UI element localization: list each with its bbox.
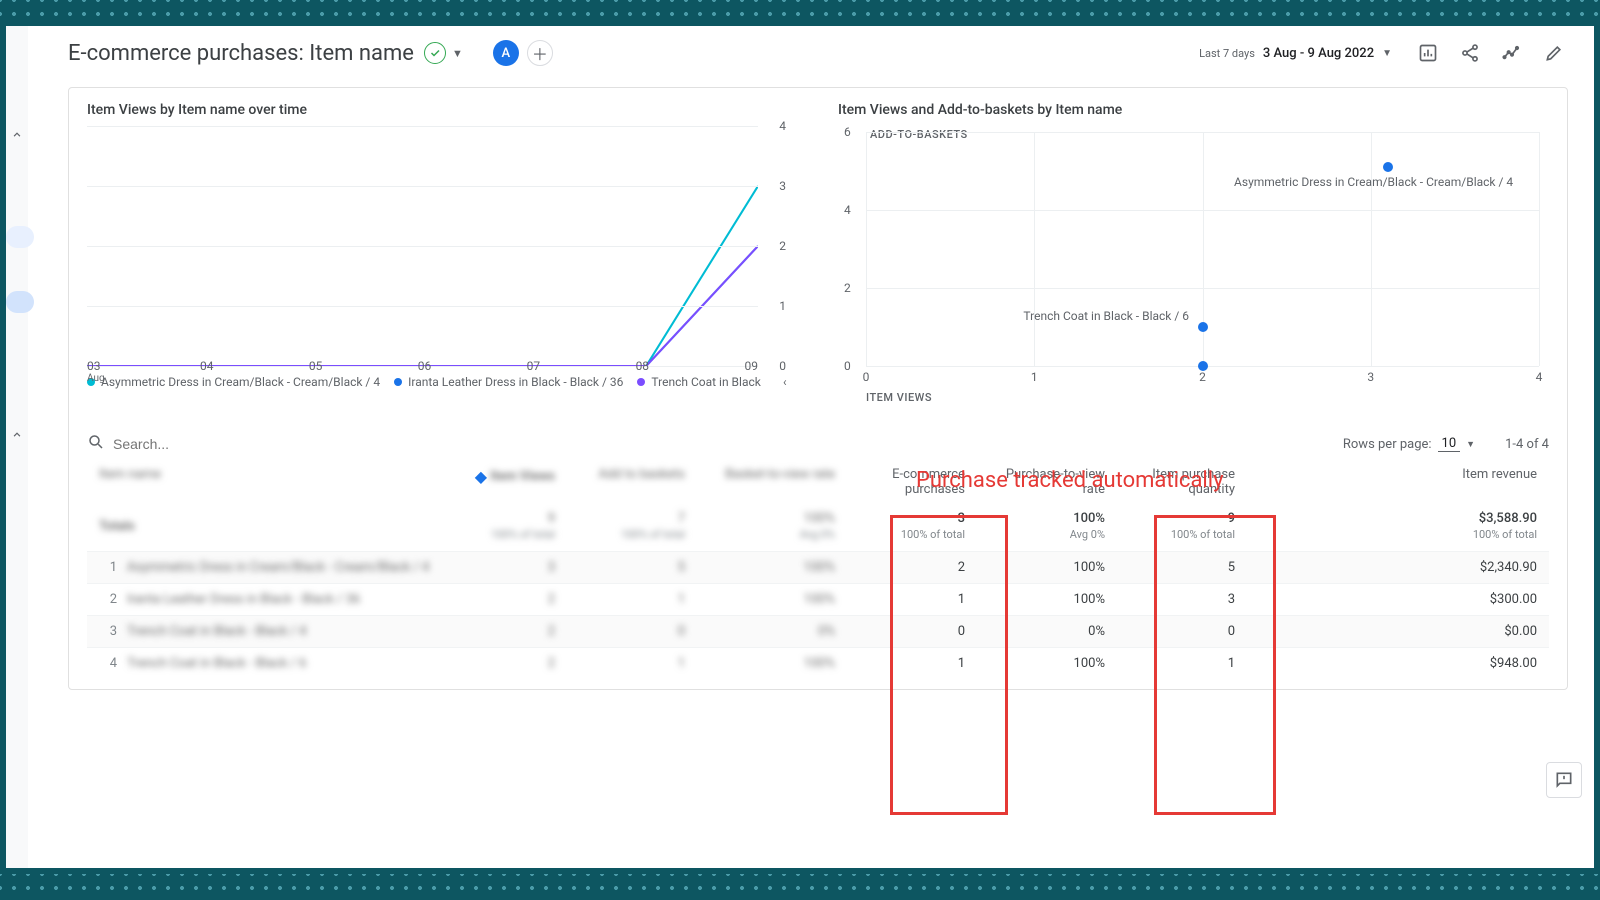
x-tick: 06	[418, 359, 432, 384]
pagination-info: 1-4 of 4	[1505, 437, 1549, 452]
avatar[interactable]: A	[493, 40, 519, 66]
column-header[interactable]: Item name	[99, 467, 161, 482]
data-table: Item name ◆ Item Views Add to baskets Ba…	[87, 459, 1549, 679]
line-chart: 01234	[87, 126, 758, 366]
legend-prev-icon[interactable]: ‹	[775, 372, 795, 392]
chevron-up-icon[interactable]	[8, 126, 26, 144]
chart-title: Item Views by Item name over time	[87, 102, 798, 118]
x-tick: 08	[636, 359, 650, 384]
bottom-border-decor	[0, 874, 1600, 900]
edit-icon[interactable]	[1542, 41, 1566, 65]
report-card: Item Views by Item name over time 01234 …	[68, 87, 1568, 690]
insights-icon[interactable]	[1416, 41, 1440, 65]
top-border-decor	[0, 0, 1600, 26]
column-header[interactable]: Add to baskets	[598, 467, 685, 482]
x-tick: 05	[309, 359, 323, 384]
title-dropdown-caret[interactable]: ▼	[452, 47, 463, 60]
column-header[interactable]: Item revenue	[1247, 459, 1549, 507]
scatter-point-label: Trench Coat in Black - Black / 6	[1023, 309, 1189, 323]
date-range-picker[interactable]: Last 7 days 3 Aug - 9 Aug 2022 ▼	[1199, 46, 1392, 61]
x-tick: 03Aug	[87, 359, 105, 384]
table-totals-row: Totals9100% of total7100% of total100%Av…	[87, 507, 1549, 552]
x-tick: 04	[200, 359, 214, 384]
annotation-text: Purchase tracked automatically	[916, 468, 1224, 493]
scatter-point-label: Asymmetric Dress in Cream/Black - Cream/…	[1234, 175, 1513, 189]
page-title: E-commerce purchases: Item name	[68, 41, 414, 66]
y-axis-label: ADD-TO-BASKETS	[870, 128, 968, 141]
table-row[interactable]: 4Trench Coat in Black - Black / 621100%1…	[87, 648, 1549, 680]
chevron-down-icon: ▼	[1382, 48, 1392, 59]
x-tick: 3	[1367, 370, 1374, 384]
share-icon[interactable]	[1458, 41, 1482, 65]
table-row[interactable]: 2Iranta Leather Dress in Black - Black /…	[87, 584, 1549, 616]
app-frame: E-commerce purchases: Item name ▼ A ＋ La…	[6, 26, 1594, 868]
date-range-text: 3 Aug - 9 Aug 2022	[1263, 46, 1374, 61]
search-icon	[87, 433, 105, 455]
chevron-down-icon: ▼	[1466, 439, 1475, 450]
chart-title: Item Views and Add-to-baskets by Item na…	[838, 102, 1549, 118]
column-header[interactable]: Item Views	[490, 469, 555, 484]
scatter-point[interactable]	[1198, 361, 1208, 371]
y-tick: 6	[844, 125, 851, 139]
scatter-chart: ADD-TO-BASKETS ITEM VIEWS 012340246Asymm…	[866, 126, 1539, 386]
scatter-point[interactable]	[1383, 162, 1393, 172]
rpp-value: 10	[1438, 436, 1461, 452]
y-tick: 0	[779, 359, 786, 373]
x-tick: 0	[863, 370, 870, 384]
x-tick: 1	[1031, 370, 1038, 384]
x-tick: 09	[744, 359, 758, 384]
y-tick: 1	[779, 299, 786, 313]
x-tick: 2	[1199, 370, 1206, 384]
feedback-button[interactable]	[1546, 762, 1582, 798]
y-tick: 4	[844, 203, 851, 217]
chevron-up-icon[interactable]	[8, 426, 26, 444]
scatter-point[interactable]	[1198, 322, 1208, 332]
search-input[interactable]	[113, 436, 353, 452]
x-axis-label: ITEM VIEWS	[866, 391, 932, 404]
rows-per-page[interactable]: Rows per page: 10 ▼	[1343, 436, 1475, 452]
rpp-label: Rows per page:	[1343, 437, 1432, 452]
y-tick: 3	[779, 179, 786, 193]
x-tick: 4	[1536, 370, 1543, 384]
rail-pill-active	[6, 291, 34, 313]
table-row[interactable]: 1Asymmetric Dress in Cream/Black - Cream…	[87, 552, 1549, 584]
rail-pill	[6, 226, 34, 248]
y-tick: 2	[844, 281, 851, 295]
left-nav-rail	[6, 26, 28, 868]
add-button[interactable]: ＋	[527, 40, 553, 66]
scatter-chart-panel: Item Views and Add-to-baskets by Item na…	[838, 102, 1549, 396]
trend-icon[interactable]	[1500, 41, 1524, 65]
y-tick: 4	[779, 119, 786, 133]
line-chart-panel: Item Views by Item name over time 01234 …	[87, 102, 798, 396]
date-relative-label: Last 7 days	[1199, 47, 1255, 60]
check-badge-icon[interactable]	[424, 42, 446, 64]
table-header-row: Item name ◆ Item Views Add to baskets Ba…	[87, 459, 1549, 507]
x-tick: 07	[527, 359, 541, 384]
table-row[interactable]: 3Trench Coat in Black - Black / 4200%00%…	[87, 616, 1549, 648]
sort-indicator-icon[interactable]: ◆	[475, 467, 487, 486]
page-header: E-commerce purchases: Item name ▼ A ＋ La…	[6, 26, 1594, 81]
column-header[interactable]: Basket-to-view rate	[725, 467, 835, 482]
y-tick: 0	[844, 359, 851, 373]
y-tick: 2	[779, 239, 786, 253]
